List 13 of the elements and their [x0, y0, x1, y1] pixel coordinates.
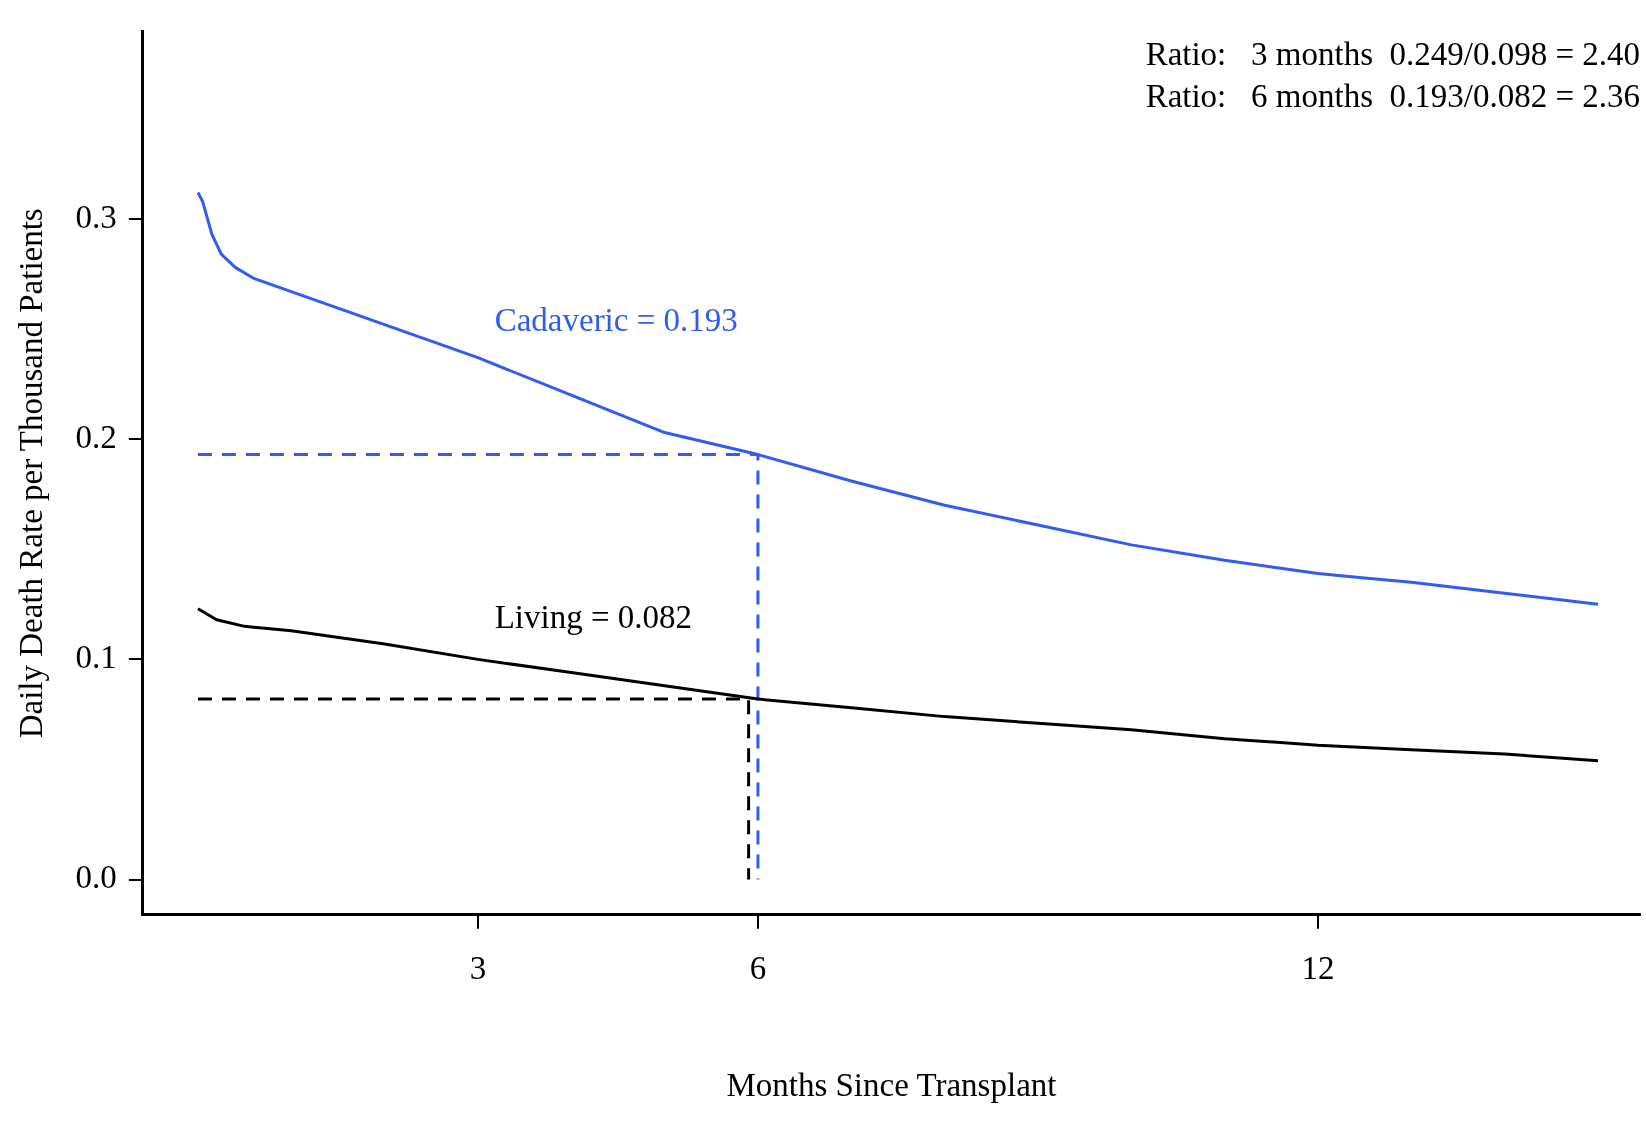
- annotation: Ratio: 6 months 0.193/0.082 = 2.36: [1145, 78, 1640, 115]
- y-axis-title: Daily Death Rate per Thousand Patients: [13, 208, 50, 739]
- y-tick-label: 0.0: [75, 859, 117, 896]
- x-tick-label: 3: [469, 950, 487, 987]
- x-tick-label: 12: [1301, 950, 1335, 987]
- series-label: Cadaveric = 0.193: [494, 302, 738, 339]
- annotation: Ratio: 3 months 0.249/0.098 = 2.40: [1145, 36, 1640, 73]
- x-axis-title: Months Since Transplant: [726, 1066, 1057, 1103]
- series-label: Living = 0.082: [494, 599, 693, 636]
- y-tick-label: 0.3: [75, 198, 117, 235]
- y-tick-label: 0.2: [75, 418, 117, 455]
- x-tick-label: 6: [749, 950, 767, 987]
- y-tick-label: 0.1: [75, 639, 117, 676]
